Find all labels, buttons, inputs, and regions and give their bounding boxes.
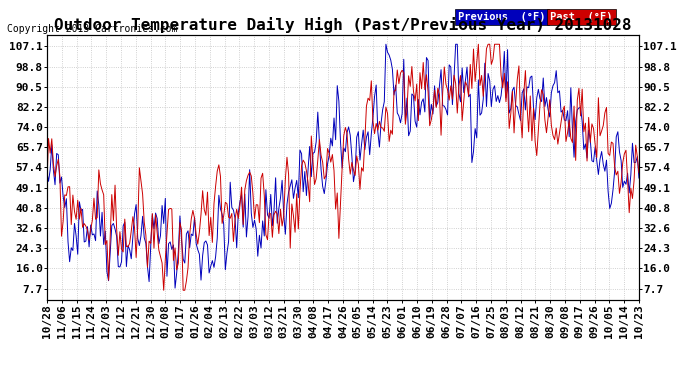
Text: Copyright 2013 Cartronics.com: Copyright 2013 Cartronics.com [7, 24, 177, 34]
Text: Previous  (°F): Previous (°F) [458, 12, 546, 22]
Title: Outdoor Temperature Daily High (Past/Previous Year) 20131028: Outdoor Temperature Daily High (Past/Pre… [55, 17, 631, 33]
Text: Past  (°F): Past (°F) [550, 12, 613, 22]
